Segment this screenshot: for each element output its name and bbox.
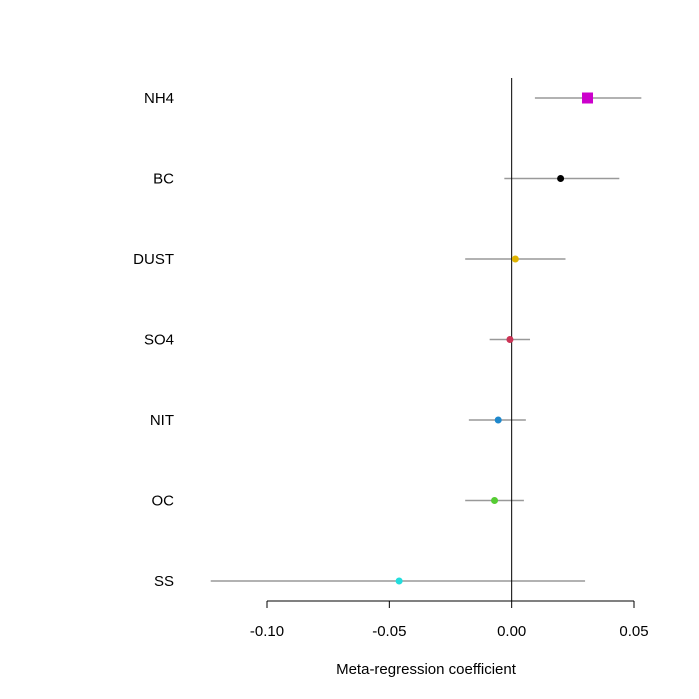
x-axis: -0.10 -0.05 0.00 0.05 — [250, 600, 649, 640]
estimate-point-bc — [557, 175, 565, 182]
row-label-ss: SS — [154, 573, 174, 590]
confidence-interval-layer — [210, 97, 642, 582]
x-axis-label: Meta-regression coefficient — [336, 661, 517, 678]
x-tick-label-0: -0.10 — [250, 623, 284, 640]
x-tick-label-3: 0.05 — [619, 623, 648, 640]
x-tick-layer: -0.10 -0.05 0.00 0.05 — [250, 601, 649, 640]
x-tick-label-1: -0.05 — [372, 623, 406, 640]
estimate-point-so4 — [506, 336, 514, 343]
row-label-layer: NH4 BC DUST SO4 NIT OC SS — [133, 90, 174, 590]
estimate-point-oc — [491, 497, 499, 504]
estimate-point-dust — [511, 255, 519, 263]
estimate-point-layer — [395, 92, 594, 585]
row-label-oc: OC — [152, 493, 175, 510]
x-tick-label-2: 0.00 — [497, 623, 526, 640]
estimate-point-ss — [395, 577, 403, 585]
row-label-dust: DUST — [133, 251, 174, 268]
estimate-point-nit — [494, 416, 502, 424]
row-label-bc: BC — [153, 171, 174, 188]
row-label-so4: SO4 — [144, 332, 174, 349]
estimate-point-nh4 — [582, 92, 594, 104]
row-label-nit: NIT — [150, 412, 174, 429]
row-label-nh4: NH4 — [144, 90, 174, 107]
